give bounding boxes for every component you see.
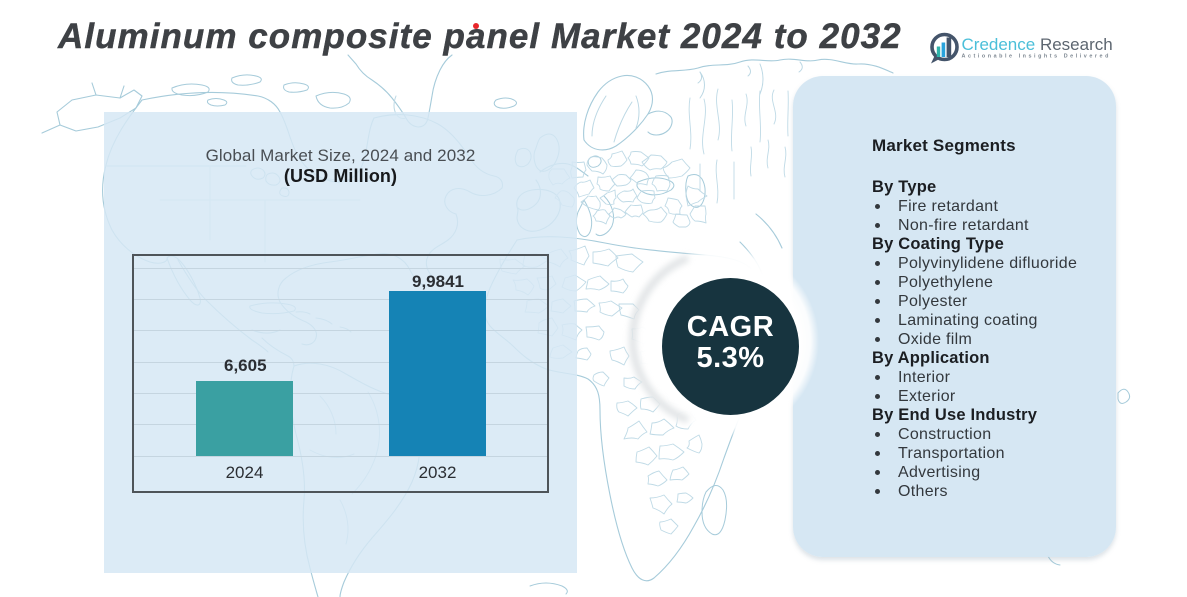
svg-text:Actionable Insights Delivered: Actionable Insights Delivered [962, 54, 1111, 60]
svg-text:Credence Research: Credence Research [962, 35, 1113, 54]
